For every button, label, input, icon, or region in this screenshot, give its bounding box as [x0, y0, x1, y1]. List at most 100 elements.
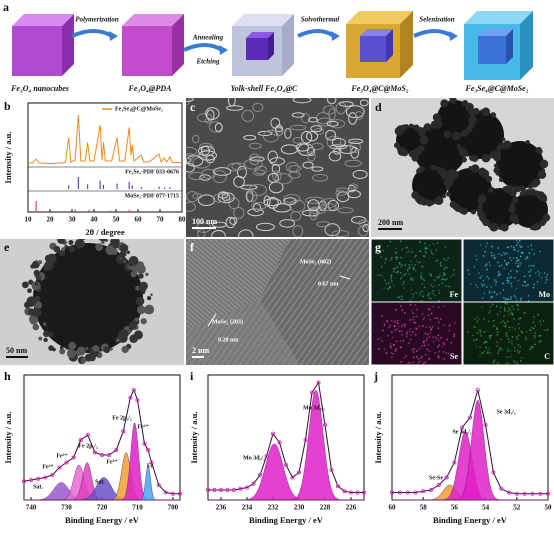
- particle-edge: [85, 347, 89, 350]
- flake: [300, 130, 313, 144]
- data-point: [436, 482, 441, 487]
- eds-dot: [525, 337, 527, 340]
- cube-side: [400, 11, 413, 78]
- eds-dot: [534, 325, 537, 327]
- eds-dot: [430, 284, 432, 286]
- eds-dot: [532, 327, 535, 330]
- eds-dot: [410, 303, 412, 306]
- eds-dot: [399, 277, 402, 280]
- particle-edge: [31, 281, 41, 291]
- eds-dot: [501, 264, 503, 267]
- eds-dot: [453, 335, 455, 338]
- eds-dot: [397, 296, 399, 298]
- eds-dot: [500, 338, 502, 341]
- eds-dot: [406, 335, 408, 338]
- flake: [186, 98, 194, 102]
- particle-edge: [121, 345, 129, 354]
- eds-dot: [519, 244, 521, 246]
- eds-dot: [390, 277, 392, 280]
- eds-dot: [415, 254, 417, 257]
- eds-dot: [522, 284, 524, 287]
- texture: [186, 98, 369, 237]
- eds-dot: [415, 260, 418, 263]
- eds-dot: [507, 262, 510, 264]
- data-point: [475, 387, 480, 392]
- peak-annotation: Se 3d₃/₂: [452, 429, 471, 435]
- x-tick-label: 20: [47, 216, 55, 224]
- eds-dot: [409, 339, 412, 341]
- eds-dot: [397, 270, 399, 273]
- particle-edge: [34, 295, 41, 302]
- particle-edge: [539, 159, 549, 169]
- x-tick-label: 232: [268, 504, 279, 512]
- particle-edge: [450, 170, 459, 179]
- flake: [322, 197, 337, 209]
- eds-dot: [390, 352, 392, 354]
- eds-dot: [503, 315, 505, 317]
- eds-dot: [497, 274, 500, 276]
- eds-dot: [413, 316, 415, 318]
- eds-dot: [421, 283, 423, 285]
- eds-dot: [435, 337, 438, 340]
- x-tick-label: 60: [389, 504, 397, 512]
- particle-edge: [21, 281, 29, 289]
- eds-dot: [517, 259, 520, 261]
- particle-edge: [119, 243, 129, 253]
- eds-dot: [508, 341, 510, 343]
- eds-dot: [437, 334, 440, 336]
- eds-dot: [439, 273, 441, 276]
- eds-dot: [495, 284, 497, 286]
- x-tick-label: 236: [216, 504, 227, 512]
- eds-dot: [518, 318, 520, 320]
- eds-dot: [513, 347, 516, 349]
- eds-dot: [508, 313, 510, 316]
- eds-dot: [496, 305, 498, 308]
- eds-dot: [400, 330, 403, 332]
- eds-dot: [500, 321, 502, 324]
- eds-dot: [525, 338, 527, 341]
- eds-dot: [393, 268, 395, 270]
- eds-dot: [519, 299, 522, 301]
- eds-dot: [516, 303, 518, 306]
- eds-dot: [498, 273, 500, 275]
- eds-dot: [434, 336, 437, 338]
- eds-dot: [539, 250, 541, 253]
- hrtem-region: [186, 300, 300, 365]
- particle-edge: [441, 170, 447, 176]
- eds-dot: [473, 326, 475, 328]
- eds-dot: [392, 353, 394, 355]
- eds-dot: [417, 361, 420, 364]
- eds-dot: [475, 284, 478, 286]
- eds-dot: [539, 320, 541, 323]
- particle-edge: [130, 270, 137, 278]
- eds-dot: [519, 350, 521, 353]
- flake: [348, 138, 364, 145]
- hrtem-region: [186, 239, 290, 330]
- eds-dot: [442, 278, 445, 280]
- data-point: [491, 470, 496, 475]
- data-point: [322, 422, 327, 427]
- eds-dot: [400, 256, 402, 259]
- eds-dot: [520, 246, 523, 248]
- eds-dot: [422, 363, 425, 365]
- eds-dot: [515, 244, 518, 246]
- eds-dot: [507, 282, 509, 284]
- flake: [295, 143, 310, 152]
- particle-edge: [32, 307, 42, 317]
- eds-dot: [395, 247, 397, 250]
- particle-edge: [534, 222, 542, 230]
- eds-dot: [545, 276, 547, 278]
- eds-dot: [480, 283, 483, 285]
- eds-dot: [489, 337, 491, 339]
- eds-dot: [516, 335, 518, 338]
- flake: [263, 198, 282, 207]
- data-point: [483, 422, 488, 427]
- eds-dot: [423, 341, 425, 344]
- x-tick-label: 40: [91, 216, 99, 224]
- eds-dot: [430, 252, 433, 254]
- eds-dot: [385, 282, 387, 285]
- eds-dot: [546, 273, 549, 276]
- eds-dot: [520, 360, 522, 362]
- eds-dot: [429, 273, 431, 275]
- particle-edge: [511, 196, 519, 204]
